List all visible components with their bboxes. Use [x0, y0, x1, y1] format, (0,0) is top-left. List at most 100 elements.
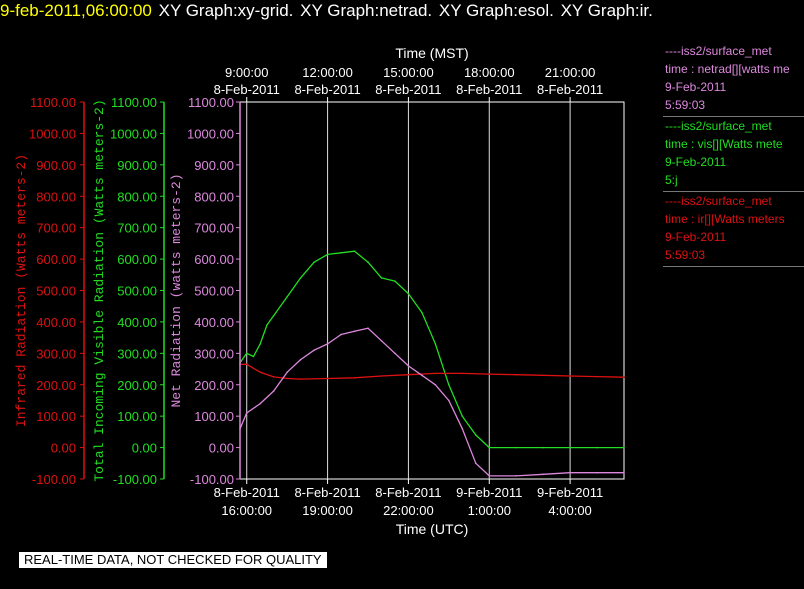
data-point-netrad — [353, 330, 356, 333]
title-graph-netrad[interactable]: XY Graph:netrad. — [300, 1, 433, 20]
data-point-ir — [461, 372, 464, 375]
x-axis-label: Time (UTC) — [396, 521, 469, 537]
top-tick-label-time: 21:00:00 — [545, 65, 596, 80]
data-point-vis — [380, 277, 383, 279]
ir-y-tick-label: 1100.00 — [30, 95, 76, 110]
legend-time: 5:j — [665, 173, 678, 187]
data-point-netrad — [394, 352, 396, 355]
series-line-netrad — [239, 327, 624, 477]
legend-item-netrad[interactable]: ----iss2/surface_met time : netrad[][wat… — [663, 42, 804, 117]
vis-y-tick-label: 700.00 — [117, 221, 157, 236]
vis-y-tick-label: 1100.00 — [111, 95, 157, 110]
data-point-netrad — [596, 471, 598, 474]
ir-y-tick-label: 300.00 — [36, 346, 76, 361]
data-point-vis — [266, 324, 268, 326]
ir-y-tick-label: 1000.00 — [29, 126, 76, 141]
vis-y-tick-label: 100.00 — [117, 409, 157, 424]
netrad-y-tick-label: 400.00 — [194, 315, 234, 330]
data-point-netrad — [340, 333, 342, 336]
ir-y-tick-label: 200.00 — [36, 378, 76, 393]
data-point-netrad — [623, 471, 625, 474]
data-point-ir — [623, 376, 625, 379]
title-graph-esol[interactable]: XY Graph:esol. — [438, 1, 554, 20]
top-axis-label: Time (MST) — [395, 45, 468, 61]
data-point-ir — [259, 371, 262, 373]
title-graph-ir[interactable]: XY Graph:ir. — [560, 1, 653, 20]
data-point-vis — [272, 314, 275, 317]
data-point-vis — [299, 277, 302, 279]
top-tick-label-date: 8-Feb-2011 — [294, 82, 360, 97]
ir-y-tick-label: 800.00 — [36, 189, 76, 204]
data-point-netrad — [488, 475, 491, 477]
ir-y-tick-label: 600.00 — [36, 252, 76, 267]
data-point-vis — [353, 250, 356, 253]
data-point-netrad — [461, 427, 464, 430]
data-point-netrad — [326, 343, 329, 345]
data-point-vis — [623, 446, 625, 449]
netrad-y-tick-label: 700.00 — [194, 221, 234, 236]
netrad-y-tick-label: 0.00 — [209, 441, 234, 456]
netrad-y-tick-label: 500.00 — [194, 284, 234, 299]
quality-disclaimer: REAL-TIME DATA, NOT CHECKED FOR QUALITY — [19, 552, 327, 568]
legend: ----iss2/surface_met time : netrad[][wat… — [663, 42, 804, 267]
x-tick-label-time: 19:00:00 — [302, 503, 353, 518]
netrad-y-tick-label: 100.00 — [194, 409, 234, 424]
legend-item-ir[interactable]: ----iss2/surface_met time : ir[][Watts m… — [663, 192, 804, 267]
ir-y-axis-title: Infrared Radiation (Watts meters-2) — [14, 154, 29, 427]
vis-y-axis-title: Total Incoming Visible Radiation (Watts … — [92, 99, 107, 481]
legend-date: 9-Feb-2011 — [665, 155, 727, 169]
legend-source: ----iss2/surface_met — [665, 194, 772, 208]
data-point-ir — [488, 373, 491, 375]
data-point-vis — [245, 352, 248, 355]
vis-y-tick-label: 0.00 — [132, 441, 157, 456]
data-point-vis — [448, 383, 450, 386]
data-point-netrad — [286, 371, 288, 373]
top-tick-label-time: 18:00:00 — [464, 65, 515, 80]
data-point-vis — [259, 343, 262, 345]
ir-y-tick-label: 700.00 — [36, 221, 76, 236]
series-line-vis — [239, 250, 624, 449]
x-tick-label-date: 8-Feb-2011 — [375, 485, 441, 500]
data-point-vis — [596, 446, 598, 449]
title-timestamp: 9-feb-2011,06:00:00 — [0, 1, 152, 20]
data-point-ir — [407, 373, 410, 376]
data-point-ir — [569, 375, 571, 377]
top-tick-label-date: 8-Feb-2011 — [375, 82, 441, 97]
vis-y-tick-label: 400.00 — [117, 315, 157, 330]
vis-y-tick-label: 300.00 — [117, 346, 157, 361]
netrad-y-tick-label: 1000.00 — [187, 126, 234, 141]
top-tick-label-date: 8-Feb-2011 — [537, 82, 603, 97]
x-tick-label-time: 22:00:00 — [383, 503, 434, 518]
data-point-vis — [569, 446, 571, 449]
title-graph-xy-grid[interactable]: XY Graph:xy-grid. — [158, 1, 294, 20]
top-tick-label-time: 9:00:00 — [225, 65, 268, 80]
data-point-ir — [380, 375, 383, 377]
data-point-vis — [313, 261, 315, 264]
ir-y-tick-label: 0.00 — [51, 441, 76, 456]
legend-variable: time : netrad[][watts me — [665, 62, 790, 76]
data-point-ir — [299, 378, 302, 380]
netrad-y-tick-label: 200.00 — [194, 378, 234, 393]
data-point-netrad — [515, 475, 518, 477]
legend-time: 5:59:03 — [665, 98, 706, 112]
ir-y-tick-label: 400.00 — [36, 315, 76, 330]
series-line-ir — [240, 363, 625, 380]
vis-y-tick-label: 200.00 — [117, 378, 157, 393]
data-point-ir — [245, 363, 248, 366]
legend-item-vis[interactable]: ----iss2/surface_met time : vis[][Watts … — [663, 117, 804, 192]
x-tick-label-time: 16:00:00 — [221, 503, 272, 518]
data-point-vis — [434, 343, 437, 345]
x-tick-label-date: 8-Feb-2011 — [214, 485, 280, 500]
vis-y-tick-label: 1000.00 — [110, 126, 157, 141]
data-point-netrad — [448, 399, 450, 402]
ir-y-tick-label: 100.00 — [36, 409, 76, 424]
ir-y-tick-label: -100.00 — [32, 472, 76, 487]
data-point-vis — [367, 261, 369, 264]
data-point-vis — [286, 295, 288, 298]
data-point-netrad — [434, 383, 437, 386]
ir-y-tick-label: 500.00 — [36, 284, 76, 299]
vis-y-tick-label: 900.00 — [117, 158, 157, 173]
top-tick-label-time: 15:00:00 — [383, 65, 434, 80]
data-point-ir — [353, 377, 356, 379]
